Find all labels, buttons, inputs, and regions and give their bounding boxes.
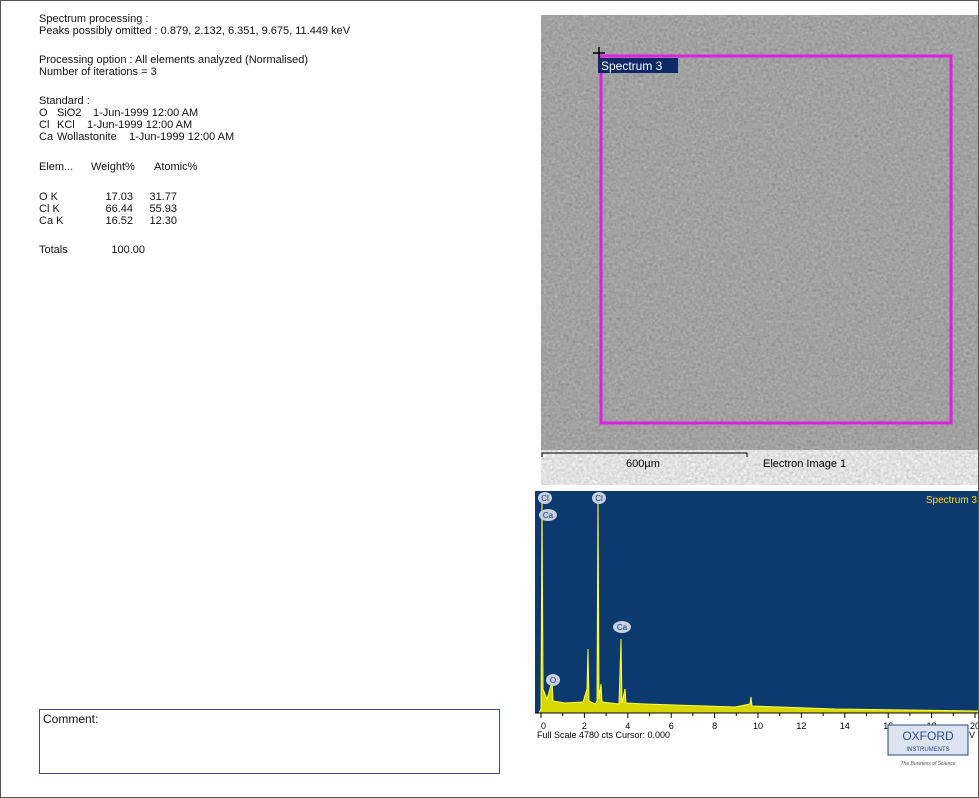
table-cell: Ca K (39, 215, 64, 227)
text: KCl (57, 119, 75, 131)
cursor (593, 47, 605, 59)
peak-badge (613, 621, 631, 633)
peak-badge (539, 509, 557, 521)
table-cell: Totals (39, 244, 68, 256)
logo-tagline: The Business of Science (900, 761, 955, 767)
table-cell: 16.52 (105, 215, 133, 227)
selection-label: Spectrum 3 (601, 59, 663, 73)
comment-box[interactable]: Comment: (39, 709, 500, 774)
selection-box (599, 54, 953, 425)
table-cell: 31.77 (149, 191, 177, 203)
image-texture (541, 15, 978, 450)
spectrum-trace (538, 494, 978, 714)
text: Spectrum processing : (39, 13, 149, 25)
spectrum-title: Spectrum 3 (926, 495, 978, 506)
text: O (39, 107, 48, 119)
text: Processing option : All elements analyze… (39, 54, 309, 66)
peak-label: Cl (595, 494, 603, 503)
image-caption: Electron Image 1 (763, 458, 846, 470)
text: Wollastonite (57, 131, 117, 143)
table-header: Weight% (91, 161, 135, 173)
electron-image: Spectrum 3 600µm Electron Image 1 (541, 15, 978, 470)
table-cell: 55.93 (149, 203, 177, 215)
peak-label: Ca (543, 511, 554, 520)
peak-badge (592, 492, 606, 504)
text: Ca (39, 131, 54, 143)
peak-label: Cl (541, 494, 549, 503)
spectrum-bg (535, 491, 978, 713)
table-cell: Cl K (39, 203, 60, 215)
scale-bar (541, 452, 748, 457)
logo-box (887, 724, 969, 756)
peak-label: O (550, 676, 556, 685)
table-header: Atomic% (154, 161, 198, 173)
x-tick-label: 8 (712, 721, 717, 731)
peak-badge (538, 492, 552, 504)
x-tick-label: 2 (582, 721, 587, 731)
scale-label: 600µm (626, 458, 660, 470)
text: 1-Jun-1999 12:00 AM (93, 107, 199, 119)
text: Number of iterations = 3 (39, 66, 157, 78)
x-tick-label: 10 (753, 721, 763, 731)
peak-badge (546, 674, 560, 686)
logo-name: OXFORD (902, 729, 954, 743)
spectrum-chart: Spectrum 3 Cl Ca Cl Ca O keV Full Scale … (535, 491, 979, 740)
x-tick-label: 4 (625, 721, 630, 731)
x-tick-label: 14 (840, 721, 850, 731)
x-tick-label: 20 (970, 721, 979, 731)
comment-label: Comment: (43, 712, 99, 726)
x-tick-label: 12 (796, 721, 806, 731)
text: Peaks possibly omitted : 0.879, 2.132, 6… (39, 25, 351, 37)
table-cell: 100.00 (111, 244, 145, 256)
x-tick-label: 0 (541, 721, 546, 731)
peak-label: Ca (617, 623, 628, 632)
text: 1-Jun-1999 12:00 AM (129, 131, 235, 143)
table-cell: 17.03 (105, 191, 133, 203)
logo-sub: INSTRUMENTS (906, 747, 949, 753)
table-cell: 12.30 (149, 215, 177, 227)
x-tick-label: 6 (669, 721, 674, 731)
label-bg (598, 58, 678, 73)
table-header: Elem... (39, 161, 74, 173)
text: SiO2 (57, 107, 82, 119)
text: Standard : (39, 95, 90, 107)
table-cell: 66.44 (105, 203, 133, 215)
logo: OXFORD INSTRUMENTS The Business of Scien… (887, 724, 969, 767)
table-cell: O K (39, 191, 58, 203)
text: Cl (39, 119, 50, 131)
text: 1-Jun-1999 12:00 AM (87, 119, 193, 131)
spectrum-footer: Full Scale 4780 cts Cursor: 0.000 (537, 730, 670, 740)
